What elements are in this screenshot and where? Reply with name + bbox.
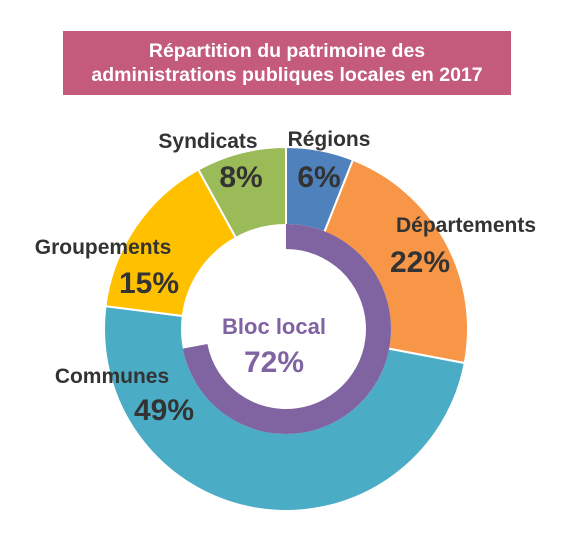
label-communes-value: 49%	[134, 394, 194, 427]
label-groupements-name: Groupements	[35, 236, 172, 259]
chart-title: Répartition du patrimoine des administra…	[63, 31, 511, 95]
label-regions-name: Régions	[288, 128, 371, 151]
label-departements-name: Départements	[396, 214, 536, 237]
center-label-name: Bloc local	[222, 314, 326, 339]
label-departements-value: 22%	[390, 246, 450, 279]
slice-syndicats	[196, 145, 287, 240]
label-regions-value: 6%	[297, 161, 340, 194]
label-syndicats-name: Syndicats	[158, 130, 257, 153]
label-syndicats-value: 8%	[219, 161, 262, 194]
chart-title-line-2: administrations publiques locales en 201…	[91, 64, 483, 86]
label-groupements-value: 15%	[119, 267, 179, 300]
slice-labels: Régions 6% Départements 22% Communes 49% Group…	[35, 128, 536, 427]
center-label-value: 72%	[244, 346, 304, 379]
label-communes-name: Communes	[55, 365, 169, 388]
outer-ring	[103, 145, 469, 512]
chart-title-line-1: Répartition du patrimoine des	[148, 40, 426, 62]
